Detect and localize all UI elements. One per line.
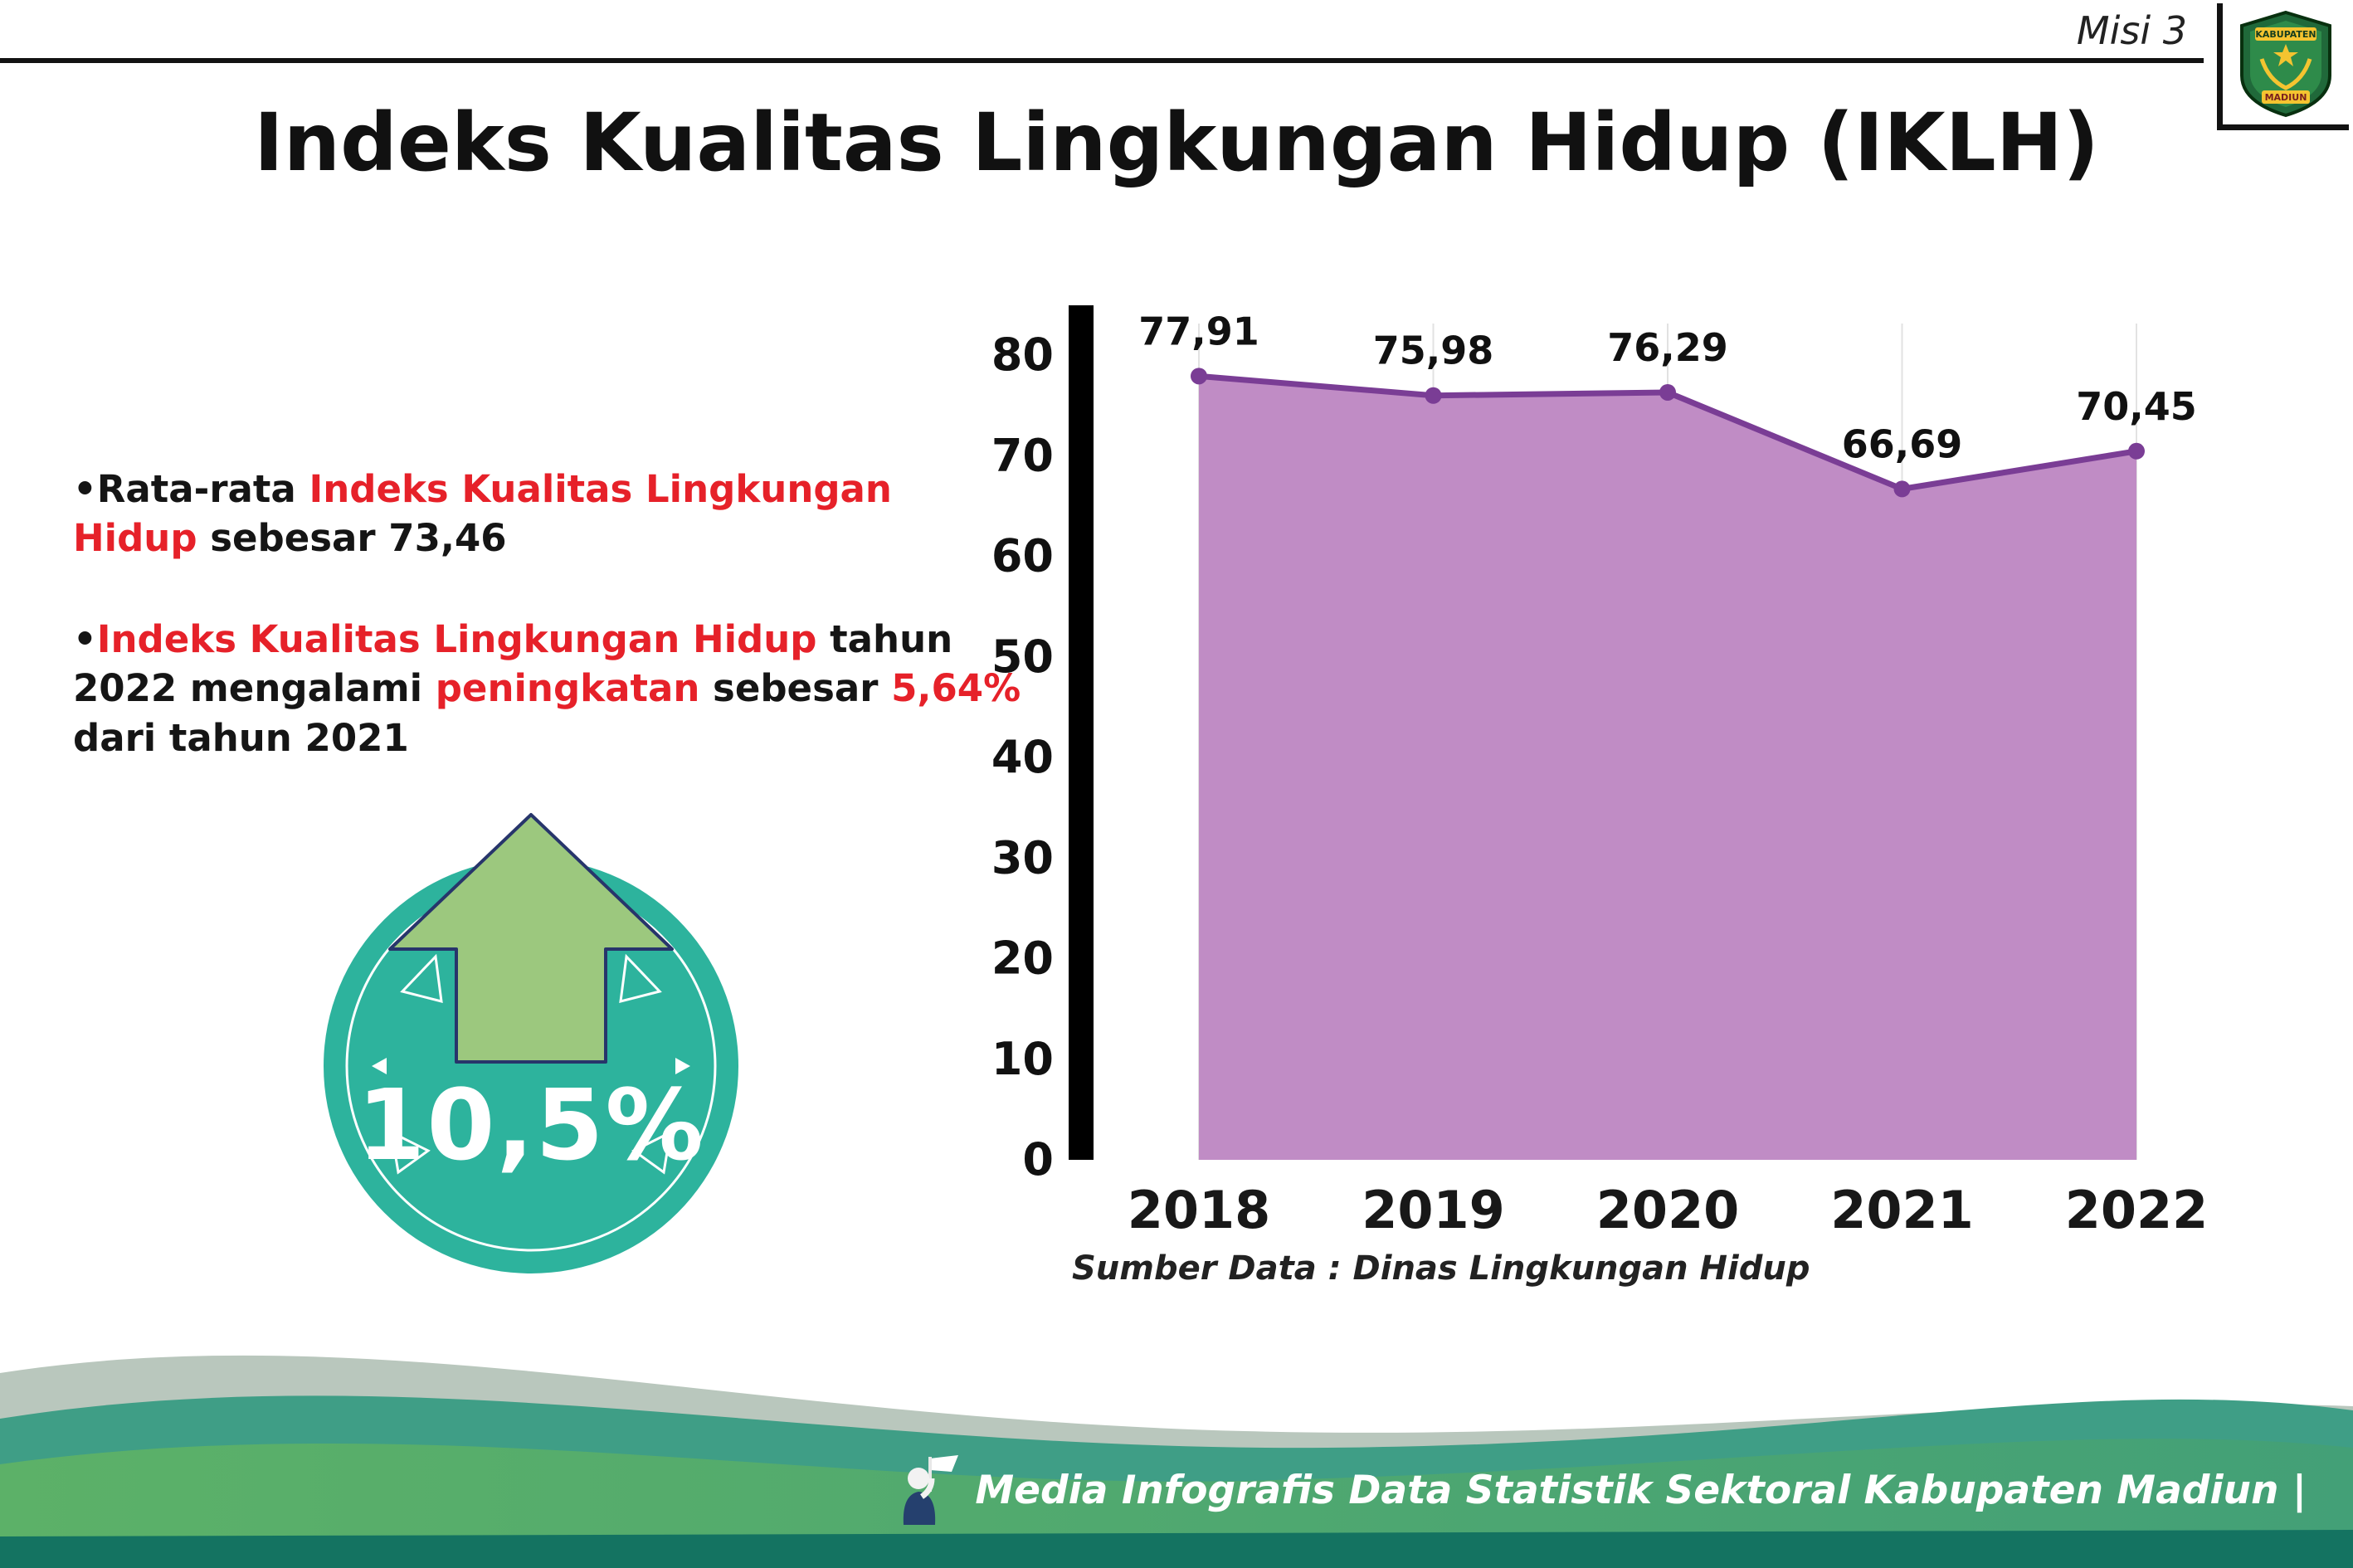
- y-axis-bar: [1069, 305, 1094, 1160]
- badge-percentage: 10,5%: [357, 1068, 705, 1182]
- x-tick-label: 2021: [1830, 1180, 1974, 1240]
- y-tick-label: 30: [991, 831, 1054, 884]
- misi-label: Misi 3: [2076, 8, 2187, 53]
- footer-wave-decoration: [0, 1355, 2353, 1568]
- y-tick-label: 20: [991, 933, 1054, 985]
- crest-top-text: KABUPATEN: [2255, 29, 2316, 40]
- bullet2-highlight-1: Indeks Kualitas Lingkungan Hidup: [96, 616, 817, 661]
- crest-bottom-text: MADIUN: [2265, 92, 2307, 103]
- x-tick-label: 2022: [2065, 1180, 2209, 1240]
- iklh-area-chart: 77,91 75,98 76,29 66,69 70,45 0 10 20 30 40 50 60 70…: [991, 305, 2209, 1240]
- bullet-list: •Rata-rata Indeks Kualitas Lingkungan Hi…: [73, 465, 1027, 814]
- data-point: [2128, 442, 2145, 460]
- value-label: 76,29: [1607, 325, 1728, 370]
- y-tick-label: 10: [991, 1033, 1054, 1085]
- up-arrow-icon: [388, 813, 674, 1064]
- header-divider: [0, 58, 2204, 63]
- bullet2-text-2: sebesar: [699, 666, 892, 711]
- data-point: [1425, 387, 1442, 404]
- data-point: [1893, 480, 1911, 498]
- crest-icon: KABUPATEN MADIUN: [2240, 10, 2331, 118]
- y-tick-label: 60: [991, 530, 1054, 582]
- y-tick-label: 80: [991, 329, 1054, 381]
- bullet2-text-1: tahun 2022 mengalami: [73, 616, 953, 711]
- bullet-average-iklh: •Rata-rata Indeks Kualitas Lingkungan Hi…: [73, 465, 1027, 563]
- page-title: Indeks Kualitas Lingkungan Hidup (IKLH): [254, 96, 2099, 189]
- bullet-marker: •: [73, 467, 97, 511]
- x-tick-label: 2019: [1362, 1180, 1505, 1240]
- y-tick-label: 0: [1022, 1133, 1054, 1186]
- y-tick-label: 40: [991, 731, 1054, 783]
- data-point: [1191, 368, 1207, 385]
- value-label: 70,45: [2076, 384, 2197, 429]
- footer: Media Infografis Data Statistik Sektoral…: [894, 1454, 2307, 1527]
- bullet1-text-end: sebesar 73,46: [197, 516, 507, 561]
- mascot-icon: [904, 1455, 959, 1525]
- bullet-increase-2022: •Indeks Kualitas Lingkungan Hidup tahun …: [73, 615, 1027, 762]
- area-fill: [1199, 376, 2136, 1160]
- x-tick-label: 2018: [1128, 1180, 1271, 1240]
- bullet2-text-3: dari tahun 2021: [73, 715, 409, 760]
- value-label: 77,91: [1138, 309, 1259, 353]
- data-source-label: Sumber Data : Dinas Lingkungan Hidup: [1072, 1249, 1810, 1288]
- y-tick-label: 70: [991, 429, 1054, 481]
- value-label: 75,98: [1373, 329, 1494, 373]
- footer-caption: Media Infografis Data Statistik Sektoral…: [975, 1467, 2307, 1513]
- bullet2-highlight-2: peningkatan: [435, 666, 700, 711]
- data-point: [1659, 383, 1676, 401]
- kabupaten-madiun-logo: KABUPATEN MADIUN: [2217, 3, 2349, 130]
- value-label: 66,69: [1842, 421, 1963, 466]
- y-tick-label: 50: [991, 631, 1054, 683]
- x-tick-label: 2020: [1596, 1180, 1740, 1240]
- bullet1-highlight: Indeks Kualitas Lingkungan Hidup: [73, 467, 892, 561]
- bullet1-text: Rata-rata: [96, 467, 309, 511]
- bullet2-highlight-3: 5,64%: [891, 666, 1021, 711]
- bullet-marker: •: [73, 616, 97, 661]
